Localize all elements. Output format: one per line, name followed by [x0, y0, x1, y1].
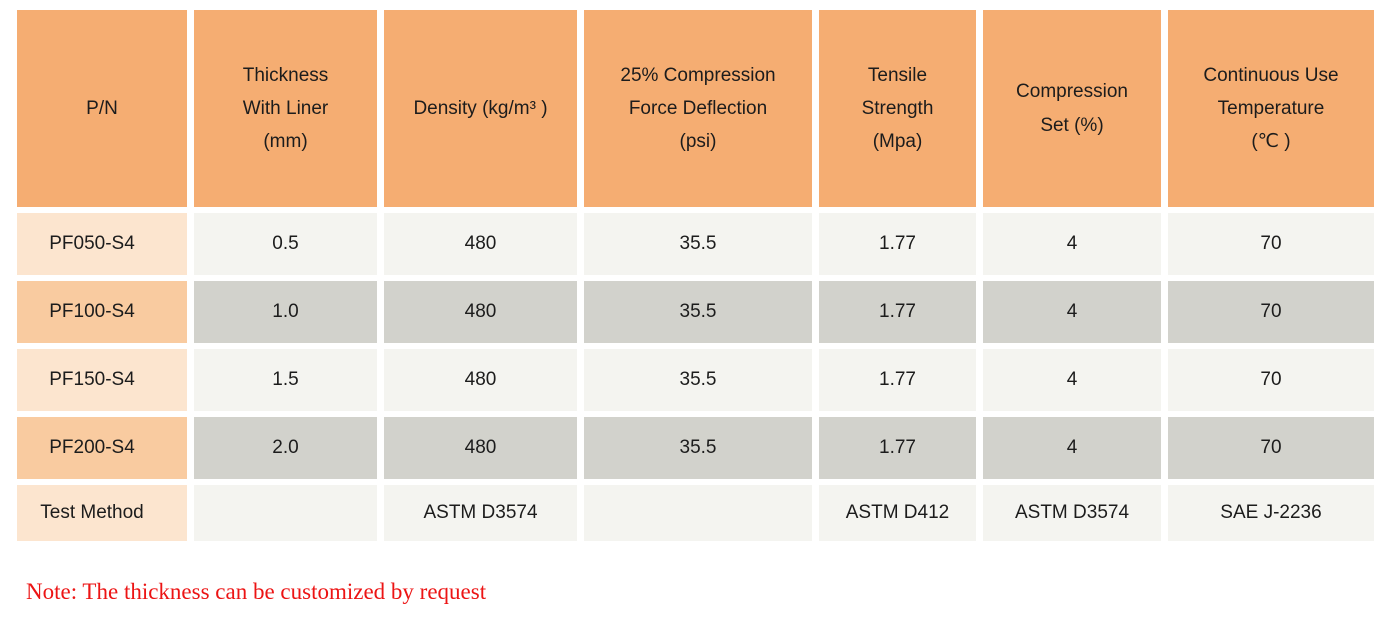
header-row: P/N Thickness With Liner (mm) Density (k… — [17, 10, 1374, 207]
row-label-pn: PF200-S4 — [17, 417, 187, 479]
cell-continuous-use-temperature-test-method: SAE J-2236 — [1168, 485, 1374, 541]
column-header-compression-set: Compression Set (%) — [983, 10, 1161, 207]
row-label-pn: PF150-S4 — [17, 349, 187, 411]
column-header-thickness: Thickness With Liner (mm) — [194, 10, 377, 207]
cell-density: 480 — [384, 281, 577, 343]
cell-compression-force-deflection: 35.5 — [584, 213, 812, 275]
product-spec-table: P/N Thickness With Liner (mm) Density (k… — [10, 4, 1381, 547]
cell-compression-force-deflection: 35.5 — [584, 349, 812, 411]
column-header-tensile-strength: Tensile Strength (Mpa) — [819, 10, 976, 207]
cell-density-test-method: ASTM D3574 — [384, 485, 577, 541]
cell-compression-set: 4 — [983, 281, 1161, 343]
cell-continuous-use-temperature: 70 — [1168, 213, 1374, 275]
cell-thickness: 0.5 — [194, 213, 377, 275]
row-label-test-method: Test Method — [17, 485, 187, 541]
cell-compression-force-deflection-test-method — [584, 485, 812, 541]
cell-tensile-strength: 1.77 — [819, 213, 976, 275]
cell-continuous-use-temperature: 70 — [1168, 417, 1374, 479]
cell-tensile-strength: 1.77 — [819, 349, 976, 411]
column-header-continuous-use-temperature: Continuous Use Temperature (℃ ) — [1168, 10, 1374, 207]
cell-density: 480 — [384, 417, 577, 479]
column-header-compression-force-deflection: 25% Compression Force Deflection (psi) — [584, 10, 812, 207]
cell-compression-set: 4 — [983, 349, 1161, 411]
table-row-test-method: Test Method ASTM D3574 ASTM D412 ASTM D3… — [17, 485, 1374, 541]
cell-density: 480 — [384, 213, 577, 275]
cell-tensile-strength: 1.77 — [819, 281, 976, 343]
cell-thickness: 1.5 — [194, 349, 377, 411]
thickness-customization-note: Note: The thickness can be customized by… — [26, 579, 487, 604]
cell-continuous-use-temperature: 70 — [1168, 281, 1374, 343]
cell-compression-set-test-method: ASTM D3574 — [983, 485, 1161, 541]
table-row-pf150: PF150-S4 1.5 480 35.5 1.77 4 70 — [17, 349, 1374, 411]
column-header-pn: P/N — [17, 10, 187, 207]
cell-compression-force-deflection: 35.5 — [584, 281, 812, 343]
cell-tensile-strength: 1.77 — [819, 417, 976, 479]
cell-compression-set: 4 — [983, 213, 1161, 275]
column-header-density: Density (kg/m³ ) — [384, 10, 577, 207]
row-label-pn: PF100-S4 — [17, 281, 187, 343]
spec-table-container: P/N Thickness With Liner (mm) Density (k… — [10, 4, 1381, 547]
row-label-pn: PF050-S4 — [17, 213, 187, 275]
table-row-pf100: PF100-S4 1.0 480 35.5 1.77 4 70 — [17, 281, 1374, 343]
cell-thickness: 1.0 — [194, 281, 377, 343]
cell-compression-force-deflection: 35.5 — [584, 417, 812, 479]
cell-density: 480 — [384, 349, 577, 411]
cell-thickness: 2.0 — [194, 417, 377, 479]
cell-compression-set: 4 — [983, 417, 1161, 479]
table-row-pf200: PF200-S4 2.0 480 35.5 1.77 4 70 — [17, 417, 1374, 479]
cell-thickness-test-method — [194, 485, 377, 541]
cell-tensile-strength-test-method: ASTM D412 — [819, 485, 976, 541]
cell-continuous-use-temperature: 70 — [1168, 349, 1374, 411]
table-row-pf050: PF050-S4 0.5 480 35.5 1.77 4 70 — [17, 213, 1374, 275]
